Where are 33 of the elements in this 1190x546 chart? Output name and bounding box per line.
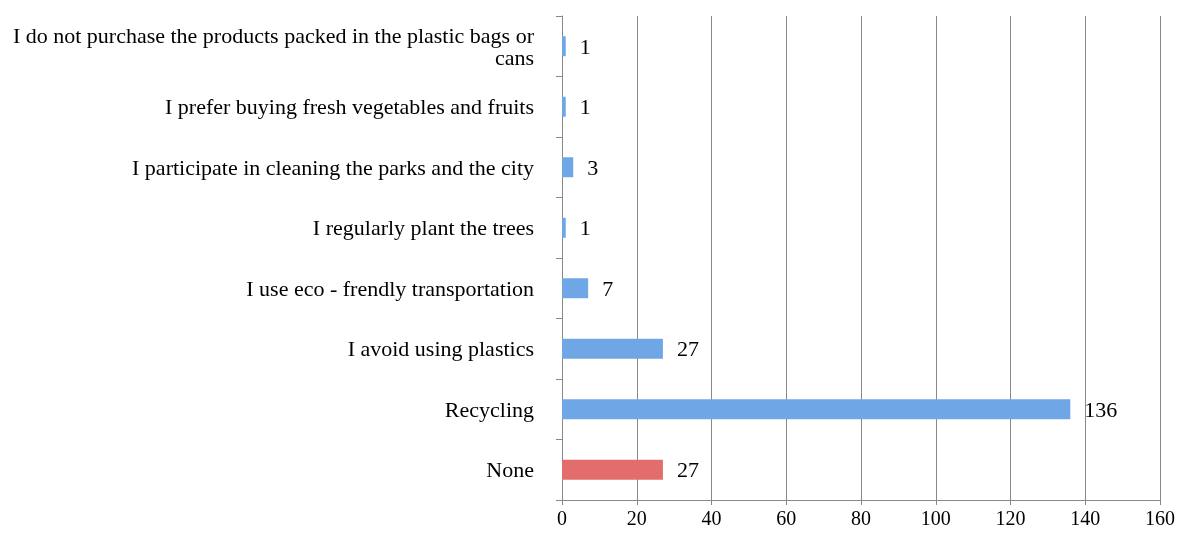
data-label: 27 [676, 457, 699, 483]
y-tick-label: I use eco - frendly transportation [246, 275, 534, 301]
data-label: 136 [1084, 396, 1118, 422]
y-tick-label: Recycling [444, 396, 534, 422]
bar [562, 157, 574, 178]
y-tick-label: I participate in cleaning the parks and the city [132, 154, 534, 180]
data-label: 1 [579, 33, 591, 59]
bar [562, 36, 566, 57]
x-tick-label: 160 [1145, 507, 1175, 529]
data-label: 7 [602, 275, 614, 301]
y-tick-label: I prefer buying fresh vegetables and fruits [165, 94, 534, 120]
y-tick-label: None [486, 457, 534, 483]
x-tick-label: 60 [776, 507, 797, 529]
data-label: 1 [579, 94, 591, 120]
y-tick-label: I do not purchase the products packed in the plastic bags or cans [12, 22, 535, 70]
bar [562, 278, 589, 299]
bar [562, 459, 663, 480]
data-label: 3 [587, 154, 599, 180]
data-label: 1 [579, 215, 591, 241]
x-tick-label: 20 [626, 507, 647, 529]
x-tick-label: 140 [1070, 507, 1101, 529]
x-tick-label: 80 [851, 507, 871, 529]
bar [562, 217, 566, 238]
x-tick-label: 40 [701, 507, 722, 529]
x-tick-label: 120 [995, 507, 1026, 529]
data-label: 27 [676, 336, 699, 362]
y-tick-label: I regularly plant the trees [312, 215, 534, 241]
bar [562, 96, 566, 117]
x-tick-label: 0 [557, 507, 567, 529]
bar [562, 338, 663, 359]
y-tick-label: I avoid using plastics [347, 336, 534, 362]
bar [562, 399, 1071, 420]
x-tick-label: 100 [920, 507, 951, 529]
